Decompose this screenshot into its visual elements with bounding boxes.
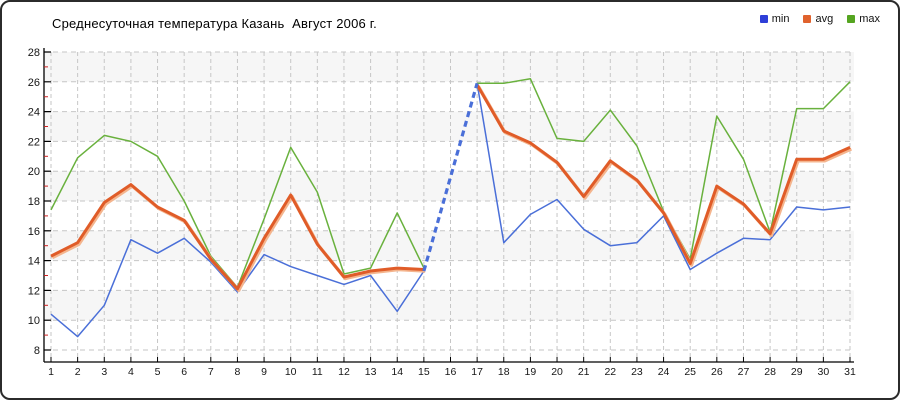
x-tick-label: 2 xyxy=(75,366,81,378)
x-tick-label: 28 xyxy=(764,366,776,378)
x-tick-label: 20 xyxy=(551,366,563,378)
x-tick-label: 27 xyxy=(738,366,750,378)
plot-band xyxy=(44,52,854,82)
series-avg-shadow xyxy=(51,184,426,293)
x-tick-label: 9 xyxy=(261,366,267,378)
y-tick-label: 18 xyxy=(28,196,40,208)
series-min-line xyxy=(50,237,425,338)
y-tick-label: 20 xyxy=(28,166,40,178)
x-tick-label: 7 xyxy=(208,366,214,378)
x-tick-label: 31 xyxy=(844,366,856,378)
series-avg-line xyxy=(475,84,851,266)
plot-band xyxy=(44,201,854,231)
x-tick-label: 14 xyxy=(391,366,403,378)
chart-title: Среднесуточная температура Казань Август… xyxy=(52,16,377,31)
x-tick-label: 25 xyxy=(684,366,696,378)
x-tick-label: 11 xyxy=(312,366,323,378)
x-tick-label: 24 xyxy=(658,366,670,378)
x-tick-label: 8 xyxy=(235,366,241,378)
plot-band xyxy=(44,81,854,112)
legend-item-avg: avg xyxy=(803,13,833,25)
x-tick-label: 17 xyxy=(471,366,483,378)
x-tick-label: 21 xyxy=(578,366,590,378)
legend-swatch-min-icon xyxy=(759,15,768,23)
x-tick-label: 5 xyxy=(155,366,161,378)
x-tick-label: 26 xyxy=(711,366,723,378)
legend-label-avg: avg xyxy=(815,13,834,25)
x-tick-label: 22 xyxy=(604,366,616,378)
y-tick-label: 14 xyxy=(28,256,40,268)
plot-band xyxy=(44,230,854,261)
legend-item-max: max xyxy=(847,13,880,25)
x-tick-label: 30 xyxy=(818,366,830,378)
x-tick-label: 13 xyxy=(365,366,377,378)
legend-label-max: max xyxy=(859,13,880,25)
legend-label-min: min xyxy=(771,13,790,25)
x-tick-label: 12 xyxy=(338,366,350,378)
y-tick-label: 28 xyxy=(28,47,40,59)
plot-band xyxy=(44,260,854,291)
plot-band xyxy=(44,111,854,142)
x-tick-label: 6 xyxy=(181,366,187,378)
x-tick-label: 4 xyxy=(128,366,134,378)
legend-item-min: min xyxy=(759,13,790,25)
x-tick-label: 1 xyxy=(48,366,54,378)
x-tick-label: 18 xyxy=(498,366,510,378)
plot-band xyxy=(44,290,854,321)
plot-band xyxy=(44,141,854,172)
series-avg-line xyxy=(50,183,424,291)
plot-band xyxy=(44,320,854,350)
y-tick-label: 16 xyxy=(28,226,40,238)
y-tick-label: 22 xyxy=(28,136,40,148)
y-tick-label: 12 xyxy=(28,285,40,297)
chart-legend: min avg max xyxy=(759,13,880,25)
x-tick-label: 19 xyxy=(525,366,537,378)
x-tick-label: 16 xyxy=(445,366,457,378)
legend-swatch-max-icon xyxy=(847,15,856,23)
y-tick-label: 26 xyxy=(28,77,40,89)
legend-swatch-avg-icon xyxy=(803,15,812,23)
x-tick-label: 3 xyxy=(101,366,107,378)
x-tick-label: 10 xyxy=(285,366,297,378)
y-tick-label: 8 xyxy=(34,345,40,357)
y-tick-label: 24 xyxy=(28,107,40,119)
series-min-dashed-interpolation xyxy=(422,82,479,272)
x-tick-label: 15 xyxy=(418,366,430,378)
y-tick-label: 10 xyxy=(28,315,40,327)
x-tick-label: 29 xyxy=(791,366,803,378)
x-tick-label: 23 xyxy=(631,366,643,378)
